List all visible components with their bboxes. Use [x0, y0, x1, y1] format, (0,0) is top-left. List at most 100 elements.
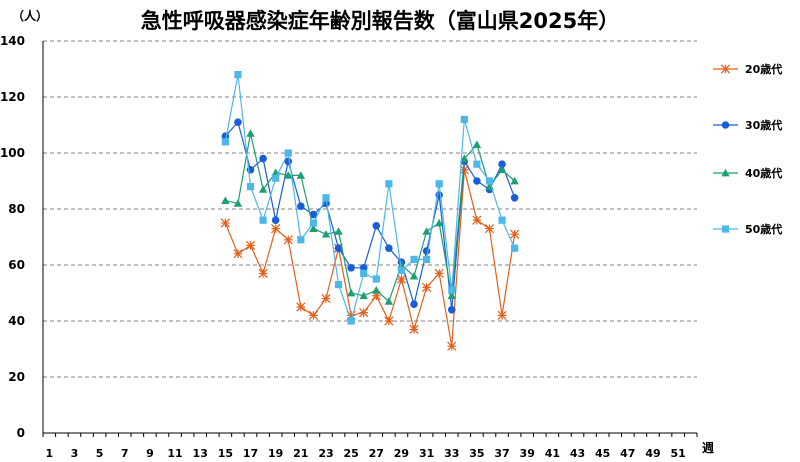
- legend-label-3: 50歳代: [745, 222, 782, 236]
- data-point-1-16: [234, 118, 242, 126]
- data-point-0-26: [359, 307, 369, 318]
- data-point-0-18: [258, 268, 268, 279]
- data-point-0-31: [421, 282, 432, 293]
- data-point-0-32: [434, 268, 444, 279]
- data-point-3-22: [309, 219, 318, 227]
- x-tick-label-23: 23: [318, 447, 333, 460]
- x-tick-label-3: 3: [71, 447, 79, 460]
- data-point-2-17: [246, 129, 255, 137]
- data-point-2-18: [258, 185, 268, 193]
- legend-marker-2: [721, 168, 730, 177]
- data-point-1-33: [447, 306, 456, 314]
- x-tick-label-35: 35: [469, 447, 484, 460]
- data-point-3-19: [272, 174, 280, 182]
- data-point-3-32: [435, 180, 443, 188]
- x-tick-label-47: 47: [620, 447, 635, 460]
- data-point-3-34: [460, 115, 468, 123]
- series-line-3: [224, 74, 516, 324]
- data-point-2-25: [346, 288, 356, 297]
- data-point-0-20: [283, 235, 293, 245]
- y-tick-label-100: 100: [0, 146, 25, 160]
- data-point-3-29: [397, 267, 406, 275]
- data-point-3-38: [511, 244, 519, 252]
- data-point-1-22: [309, 210, 318, 219]
- series-line-0: [224, 169, 516, 347]
- data-point-0-22: [308, 310, 319, 321]
- data-point-3-21: [297, 236, 305, 244]
- y-tick-label-120: 120: [0, 90, 25, 104]
- x-axis-unit-label: 週: [702, 440, 714, 455]
- legend-label-2: 40歳代: [745, 166, 782, 180]
- y-tick-label-40: 40: [8, 314, 25, 328]
- legend-item-1: 30歳代: [713, 118, 782, 132]
- legend-item-3: 50歳代: [713, 222, 782, 236]
- data-point-0-30: [409, 324, 419, 335]
- x-tick-label-33: 33: [444, 447, 459, 460]
- data-point-2-28: [384, 297, 394, 305]
- legend-marker-0: [720, 64, 731, 74]
- x-tick-label-31: 31: [419, 447, 434, 460]
- data-point-3-31: [422, 255, 431, 263]
- x-tick-label-17: 17: [243, 447, 258, 460]
- data-point-1-31: [422, 247, 431, 255]
- data-point-0-36: [484, 223, 495, 234]
- data-point-3-18: [259, 216, 267, 224]
- data-point-1-25: [347, 264, 355, 272]
- data-point-0-37: [497, 310, 507, 321]
- x-tick-labels: 1 3 5 7 9 11 13 15 17 19 21 23 25 27 29 31 33 35 37 39 41 43 4…: [45, 447, 685, 460]
- data-point-2-15: [221, 196, 230, 204]
- data-point-2-26: [359, 291, 368, 300]
- y-tick-labels: 0 20 40 60 80 100 120 140: [0, 34, 25, 440]
- data-point-0-35: [472, 215, 482, 225]
- series-3: [221, 71, 519, 325]
- data-point-0-33: [447, 341, 457, 351]
- x-tick-label-11: 11: [167, 447, 182, 460]
- data-point-3-33: [448, 286, 456, 294]
- data-point-2-16: [233, 199, 243, 207]
- x-tick-label-39: 39: [520, 447, 535, 460]
- y-tick-label-0: 0: [17, 426, 25, 440]
- data-point-2-24: [334, 227, 343, 235]
- y-axis-unit-label: （人）: [12, 8, 48, 23]
- data-point-3-15: [221, 138, 229, 146]
- data-point-3-26: [360, 269, 368, 277]
- axes: [42, 41, 698, 437]
- legend-item-2: 40歳代: [713, 166, 782, 180]
- data-point-0-16: [233, 249, 243, 259]
- x-tick-label-1: 1: [45, 447, 53, 460]
- data-point-1-30: [410, 300, 418, 309]
- data-point-3-27: [372, 275, 380, 283]
- data-point-2-34: [460, 154, 469, 162]
- x-tick-label-49: 49: [645, 447, 660, 460]
- data-point-2-22: [309, 224, 318, 232]
- legend: 20歳代 30歳代 40歳代 50歳代: [713, 62, 782, 236]
- x-tick-label-45: 45: [595, 447, 610, 460]
- series-layer: [220, 71, 520, 351]
- data-point-1-18: [259, 154, 267, 163]
- x-tick-label-29: 29: [394, 447, 409, 460]
- data-point-2-23: [321, 230, 331, 238]
- series-line-1: [224, 120, 516, 310]
- data-point-1-24: [334, 244, 343, 252]
- data-point-1-26: [359, 264, 368, 272]
- data-point-3-24: [334, 281, 343, 289]
- data-point-1-35: [473, 177, 481, 185]
- x-tick-label-7: 7: [121, 447, 129, 460]
- x-tick-label-43: 43: [570, 447, 585, 460]
- y-tick-label-20: 20: [8, 370, 25, 384]
- x-tick-label-37: 37: [494, 447, 509, 460]
- data-point-2-29: [397, 260, 406, 269]
- data-point-1-38: [510, 194, 519, 202]
- data-point-0-29: [396, 274, 407, 284]
- x-tick-label-5: 5: [96, 447, 104, 460]
- legend-label-0: 20歳代: [745, 62, 782, 76]
- y-tick-label-140: 140: [0, 34, 25, 48]
- x-tick-label-9: 9: [146, 447, 154, 460]
- data-point-3-16: [234, 71, 242, 79]
- data-point-0-28: [384, 316, 394, 326]
- data-point-2-32: [434, 218, 444, 227]
- data-point-0-19: [271, 223, 281, 234]
- data-point-2-20: [284, 171, 293, 179]
- data-point-3-17: [246, 183, 255, 191]
